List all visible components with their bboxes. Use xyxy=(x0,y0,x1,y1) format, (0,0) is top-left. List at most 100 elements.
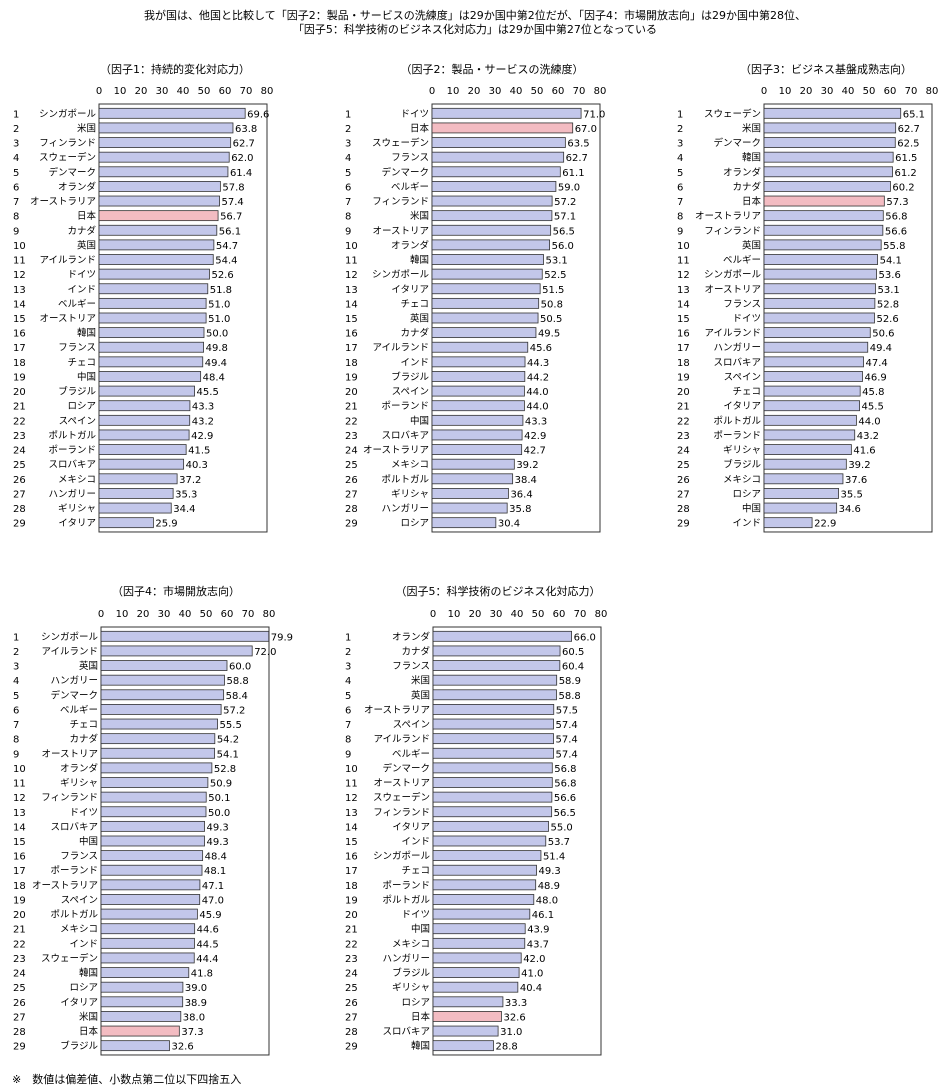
bar xyxy=(100,937,195,949)
country-label: ギリシャ xyxy=(391,489,429,500)
country-label: アイルランド xyxy=(39,255,96,266)
value-label: 42.9 xyxy=(524,431,546,442)
bar xyxy=(98,371,202,382)
bar xyxy=(431,444,523,455)
value-label: 31.0 xyxy=(500,1027,522,1038)
country-label: ハンガリー xyxy=(382,953,430,964)
x-tick-label: 0 xyxy=(430,609,436,620)
rank-number: 11 xyxy=(345,256,358,267)
value-label: 46.9 xyxy=(864,372,886,383)
value-label: 39.2 xyxy=(516,460,538,471)
value-label: 54.1 xyxy=(217,749,239,760)
value-label: 49.4 xyxy=(205,358,227,369)
value-label: 45.6 xyxy=(530,343,552,354)
bar-highlight xyxy=(763,195,885,207)
value-label: 57.4 xyxy=(556,720,578,731)
country-label: イタリア xyxy=(60,997,98,1008)
bar xyxy=(98,268,210,280)
x-tick-label: 30 xyxy=(489,86,502,97)
value-label: 48.4 xyxy=(203,372,225,383)
bar xyxy=(431,385,525,397)
bar xyxy=(432,645,561,657)
value-label: 60.2 xyxy=(892,182,914,193)
bar xyxy=(431,414,524,426)
x-tick-label: 10 xyxy=(448,609,461,620)
bar xyxy=(98,400,191,412)
rank-number: 17 xyxy=(13,343,26,354)
bar xyxy=(98,107,246,119)
bar xyxy=(432,850,542,862)
bar xyxy=(763,385,861,397)
value-label: 58.8 xyxy=(226,676,248,687)
country-label: フィンランド xyxy=(372,197,429,208)
value-label: 56.8 xyxy=(885,212,907,223)
country-label: スペイン xyxy=(724,372,761,383)
value-label: 45.9 xyxy=(199,910,221,921)
bar xyxy=(431,400,525,412)
rank-number: 18 xyxy=(345,881,358,892)
value-label: 52.5 xyxy=(544,270,566,281)
bar xyxy=(100,923,196,935)
value-label: 57.5 xyxy=(556,705,578,716)
rank-number: 25 xyxy=(13,983,26,994)
rank-number: 6 xyxy=(13,182,19,193)
value-label: 39.0 xyxy=(185,983,207,994)
country-label: イタリア xyxy=(391,284,429,295)
country-label: 米国 xyxy=(77,122,96,134)
country-label: 中国 xyxy=(79,835,98,847)
country-label: デンマーク xyxy=(382,762,430,774)
rank-number: 27 xyxy=(677,489,690,500)
bar xyxy=(763,107,902,119)
country-label: ギリシャ xyxy=(60,778,98,789)
rank-number: 16 xyxy=(13,329,26,340)
bar xyxy=(763,224,884,236)
bar xyxy=(431,181,557,192)
rank-number: 27 xyxy=(345,1012,358,1023)
bar xyxy=(763,473,844,485)
x-tick-label: 80 xyxy=(261,86,274,97)
country-label: フランス xyxy=(723,299,761,310)
country-label: 英国 xyxy=(410,312,429,324)
country-label: スロバキア xyxy=(48,460,96,471)
rank-number: 2 xyxy=(13,647,19,658)
x-tick-label: 70 xyxy=(574,609,587,620)
rank-number: 20 xyxy=(345,387,358,398)
rank-number: 25 xyxy=(677,460,690,471)
x-tick-label: 40 xyxy=(842,86,855,97)
x-tick-label: 10 xyxy=(114,86,127,97)
bar xyxy=(432,923,526,935)
rank-number: 12 xyxy=(13,793,26,804)
country-label: スロバキア xyxy=(713,357,761,368)
rank-number: 1 xyxy=(345,632,351,643)
bar xyxy=(431,166,561,178)
rank-number: 19 xyxy=(345,372,358,383)
bar xyxy=(98,327,205,339)
bar xyxy=(431,195,553,207)
bar xyxy=(763,400,860,412)
rank-number: 17 xyxy=(677,343,690,354)
value-label: 61.1 xyxy=(562,168,584,179)
bar xyxy=(431,239,550,251)
bar xyxy=(432,820,549,832)
value-label: 44.3 xyxy=(527,358,549,369)
bar xyxy=(100,704,222,715)
value-label: 57.3 xyxy=(886,197,908,208)
country-label: デンマーク xyxy=(48,166,96,178)
country-label: オーストラリア xyxy=(364,705,430,716)
bar xyxy=(432,660,561,671)
x-tick-label: 50 xyxy=(531,86,544,97)
rank-number: 26 xyxy=(13,998,26,1009)
value-label: 55.0 xyxy=(551,822,573,833)
bar xyxy=(100,689,225,701)
x-tick-label: 30 xyxy=(821,86,834,97)
rank-number: 29 xyxy=(345,1042,358,1053)
country-label: 中国 xyxy=(77,371,96,383)
footnote: ※ 数値は偏差値、小数点第二位以下四捨五入 xyxy=(12,1073,242,1086)
value-label: 62.7 xyxy=(233,139,255,150)
rank-number: 16 xyxy=(345,852,358,863)
country-label: ドイツ xyxy=(401,910,430,921)
value-label: 56.8 xyxy=(554,764,576,775)
bar xyxy=(98,488,174,499)
rank-number: 21 xyxy=(13,925,26,936)
